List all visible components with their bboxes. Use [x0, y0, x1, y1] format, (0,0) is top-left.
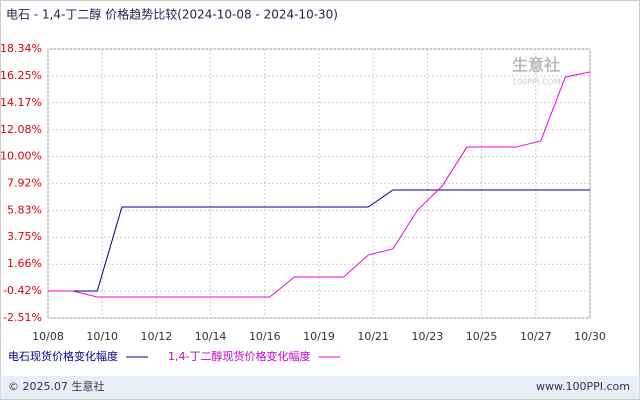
- y-tick-label: 3.75%: [7, 230, 42, 243]
- chart-title: 电石 - 1,4-丁二醇 价格趋势比较(2024-10-08 - 2024-10…: [6, 7, 338, 22]
- y-tick-label: -0.42%: [3, 284, 42, 297]
- watermark-url: 100PPI.COM: [512, 78, 561, 87]
- series-line: [48, 189, 590, 292]
- x-tick-label: 10/12: [141, 330, 173, 343]
- y-tick-label: 10.00%: [0, 150, 42, 163]
- y-tick-label: 16.25%: [0, 69, 42, 82]
- y-tick-label: 12.08%: [0, 123, 42, 136]
- y-tick-label: 5.83%: [7, 203, 42, 216]
- x-tick-label: 10/23: [412, 330, 444, 343]
- footer-right: www.100PPI.com: [536, 380, 630, 393]
- y-tick-label: 7.92%: [7, 176, 42, 189]
- series-line: [48, 71, 591, 298]
- footer-left: © 2025.07 生意社: [8, 379, 104, 393]
- x-tick-label: 10/30: [574, 330, 606, 343]
- y-tick-label: 14.17%: [0, 96, 42, 109]
- legend-label: 1,4-丁二醇现货价格变化幅度: [168, 349, 310, 363]
- x-tick-label: 10/27: [520, 330, 552, 343]
- y-tick-label: 18.34%: [0, 42, 42, 55]
- y-tick-label: 1.66%: [7, 257, 42, 270]
- footer-bar: [0, 376, 640, 399]
- x-tick-label: 10/16: [249, 330, 281, 343]
- y-tick-label: -2.51%: [3, 311, 42, 324]
- x-tick-label: 10/08: [32, 330, 64, 343]
- x-tick-label: 10/19: [303, 330, 335, 343]
- x-tick-label: 10/21: [357, 330, 389, 343]
- legend-label: 电石现货价格变化幅度: [8, 349, 118, 363]
- x-tick-label: 10/10: [86, 330, 118, 343]
- x-tick-label: 10/25: [466, 330, 498, 343]
- x-tick-label: 10/14: [195, 330, 227, 343]
